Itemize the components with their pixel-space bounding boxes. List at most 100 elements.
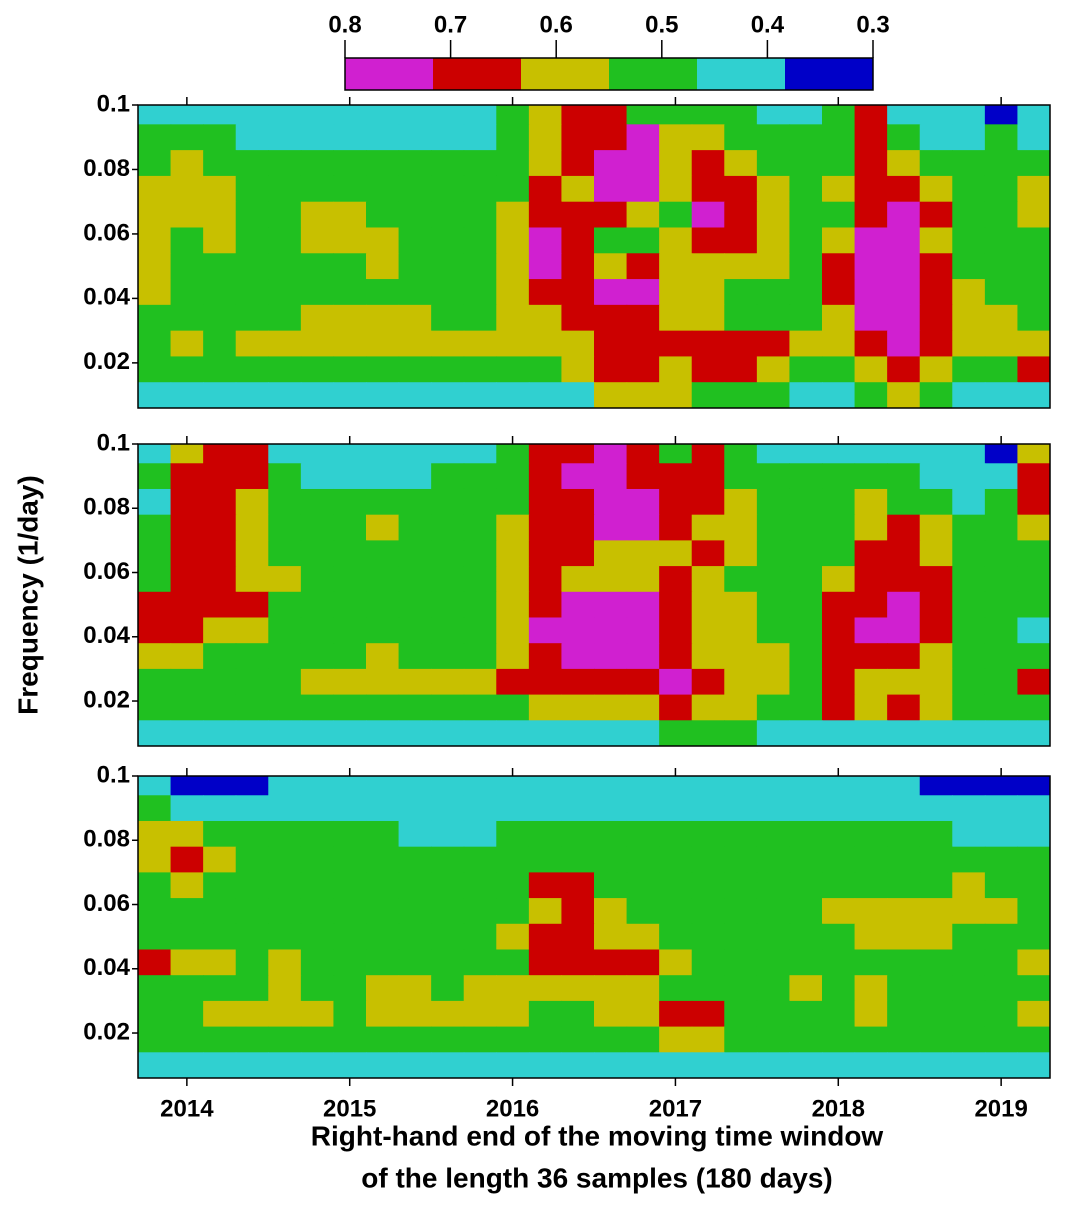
heatmap-cell	[724, 489, 757, 515]
heatmap-cell	[855, 847, 888, 873]
heatmap-cell	[822, 124, 855, 150]
heatmap-cell	[171, 202, 204, 228]
heatmap-cell	[529, 1027, 562, 1053]
heatmap-cell	[399, 795, 432, 821]
heatmap-cell	[855, 279, 888, 305]
heatmap-cell	[496, 949, 529, 975]
heatmap-cell	[855, 489, 888, 515]
heatmap-cell	[333, 279, 366, 305]
heatmap-cell	[366, 566, 399, 592]
heatmap-cell	[431, 331, 464, 357]
heatmap-cell	[529, 821, 562, 847]
heatmap-cell	[301, 795, 334, 821]
heatmap-cell	[203, 795, 236, 821]
heatmap-cell	[366, 331, 399, 357]
heatmap-cell	[138, 795, 171, 821]
heatmap-cell	[236, 489, 269, 515]
heatmap-cell	[822, 872, 855, 898]
heatmap-cell	[366, 150, 399, 176]
heatmap-cell	[496, 540, 529, 566]
heatmap-cell	[724, 949, 757, 975]
heatmap-cell	[333, 331, 366, 357]
heatmap-cell	[887, 438, 920, 464]
heatmap-cell	[1017, 150, 1050, 176]
heatmap-cell	[366, 592, 399, 618]
heatmap-cell	[171, 795, 204, 821]
heatmap-cell	[399, 540, 432, 566]
heatmap-cell	[1017, 1027, 1050, 1053]
heatmap-cell	[855, 176, 888, 202]
heatmap-cell	[268, 253, 301, 279]
heatmap-cell	[789, 99, 822, 125]
heatmap-cell	[268, 695, 301, 721]
heatmap-cell	[464, 898, 497, 924]
heatmap-cell	[692, 795, 725, 821]
heatmap-cell	[268, 202, 301, 228]
heatmap-cell	[985, 643, 1018, 669]
heatmap-cell	[431, 279, 464, 305]
heatmap-cell	[855, 1027, 888, 1053]
heatmap-cell	[627, 566, 660, 592]
heatmap-cell	[920, 305, 953, 331]
heatmap-cell	[855, 331, 888, 357]
heatmap-cell	[920, 1027, 953, 1053]
colorbar-band	[433, 58, 521, 90]
heatmap-cell	[431, 566, 464, 592]
heatmap-cell	[985, 821, 1018, 847]
heatmap-cell	[920, 975, 953, 1001]
heatmap-cell	[431, 924, 464, 950]
heatmap-cell	[203, 975, 236, 1001]
heatmap-cell	[464, 227, 497, 253]
heatmap-cell	[268, 382, 301, 408]
heatmap-cell	[399, 253, 432, 279]
heatmap-cell	[268, 1052, 301, 1078]
heatmap-cell	[757, 515, 790, 541]
heatmap-cell	[333, 1052, 366, 1078]
heatmap-cell	[203, 124, 236, 150]
heatmap-cell	[399, 949, 432, 975]
heatmap-cell	[822, 821, 855, 847]
heatmap-cell	[692, 463, 725, 489]
heatmap-cell	[692, 489, 725, 515]
heatmap-cell	[138, 176, 171, 202]
heatmap-cell	[789, 617, 822, 643]
heatmap-cell	[561, 279, 594, 305]
heatmap-cell	[268, 669, 301, 695]
heatmap-cell	[627, 949, 660, 975]
heatmap-cell	[301, 1027, 334, 1053]
heatmap-cell	[333, 821, 366, 847]
heatmap-cell	[757, 617, 790, 643]
heatmap-cell	[366, 438, 399, 464]
heatmap-cell	[268, 770, 301, 796]
heatmap-cell	[561, 898, 594, 924]
heatmap-cell	[464, 489, 497, 515]
heatmap-cell	[855, 821, 888, 847]
heatmap-cell	[171, 356, 204, 382]
heatmap-cell	[399, 515, 432, 541]
heatmap-cell	[529, 566, 562, 592]
heatmap-cell	[887, 821, 920, 847]
colorbar-band	[785, 58, 873, 90]
heatmap-cell	[1017, 821, 1050, 847]
colorbar-tick-label: 0.8	[328, 11, 361, 38]
heatmap-cell	[659, 1027, 692, 1053]
heatmap-cell	[659, 227, 692, 253]
heatmap-cell	[268, 566, 301, 592]
heatmap-cell	[822, 227, 855, 253]
heatmap-cell	[366, 540, 399, 566]
heatmap-cell	[268, 1027, 301, 1053]
y-tick-label: 0.08	[83, 155, 130, 182]
heatmap-cell	[822, 566, 855, 592]
heatmap-cell	[757, 463, 790, 489]
heatmap-cell	[138, 305, 171, 331]
heatmap-cell	[822, 382, 855, 408]
heatmap-cell	[789, 1027, 822, 1053]
heatmap-cell	[301, 566, 334, 592]
heatmap-cell	[431, 695, 464, 721]
heatmap-cell	[952, 949, 985, 975]
heatmap-cell	[496, 202, 529, 228]
heatmap-cell	[985, 489, 1018, 515]
heatmap-cell	[431, 1001, 464, 1027]
heatmap-cell	[464, 975, 497, 1001]
heatmap-cell	[985, 872, 1018, 898]
